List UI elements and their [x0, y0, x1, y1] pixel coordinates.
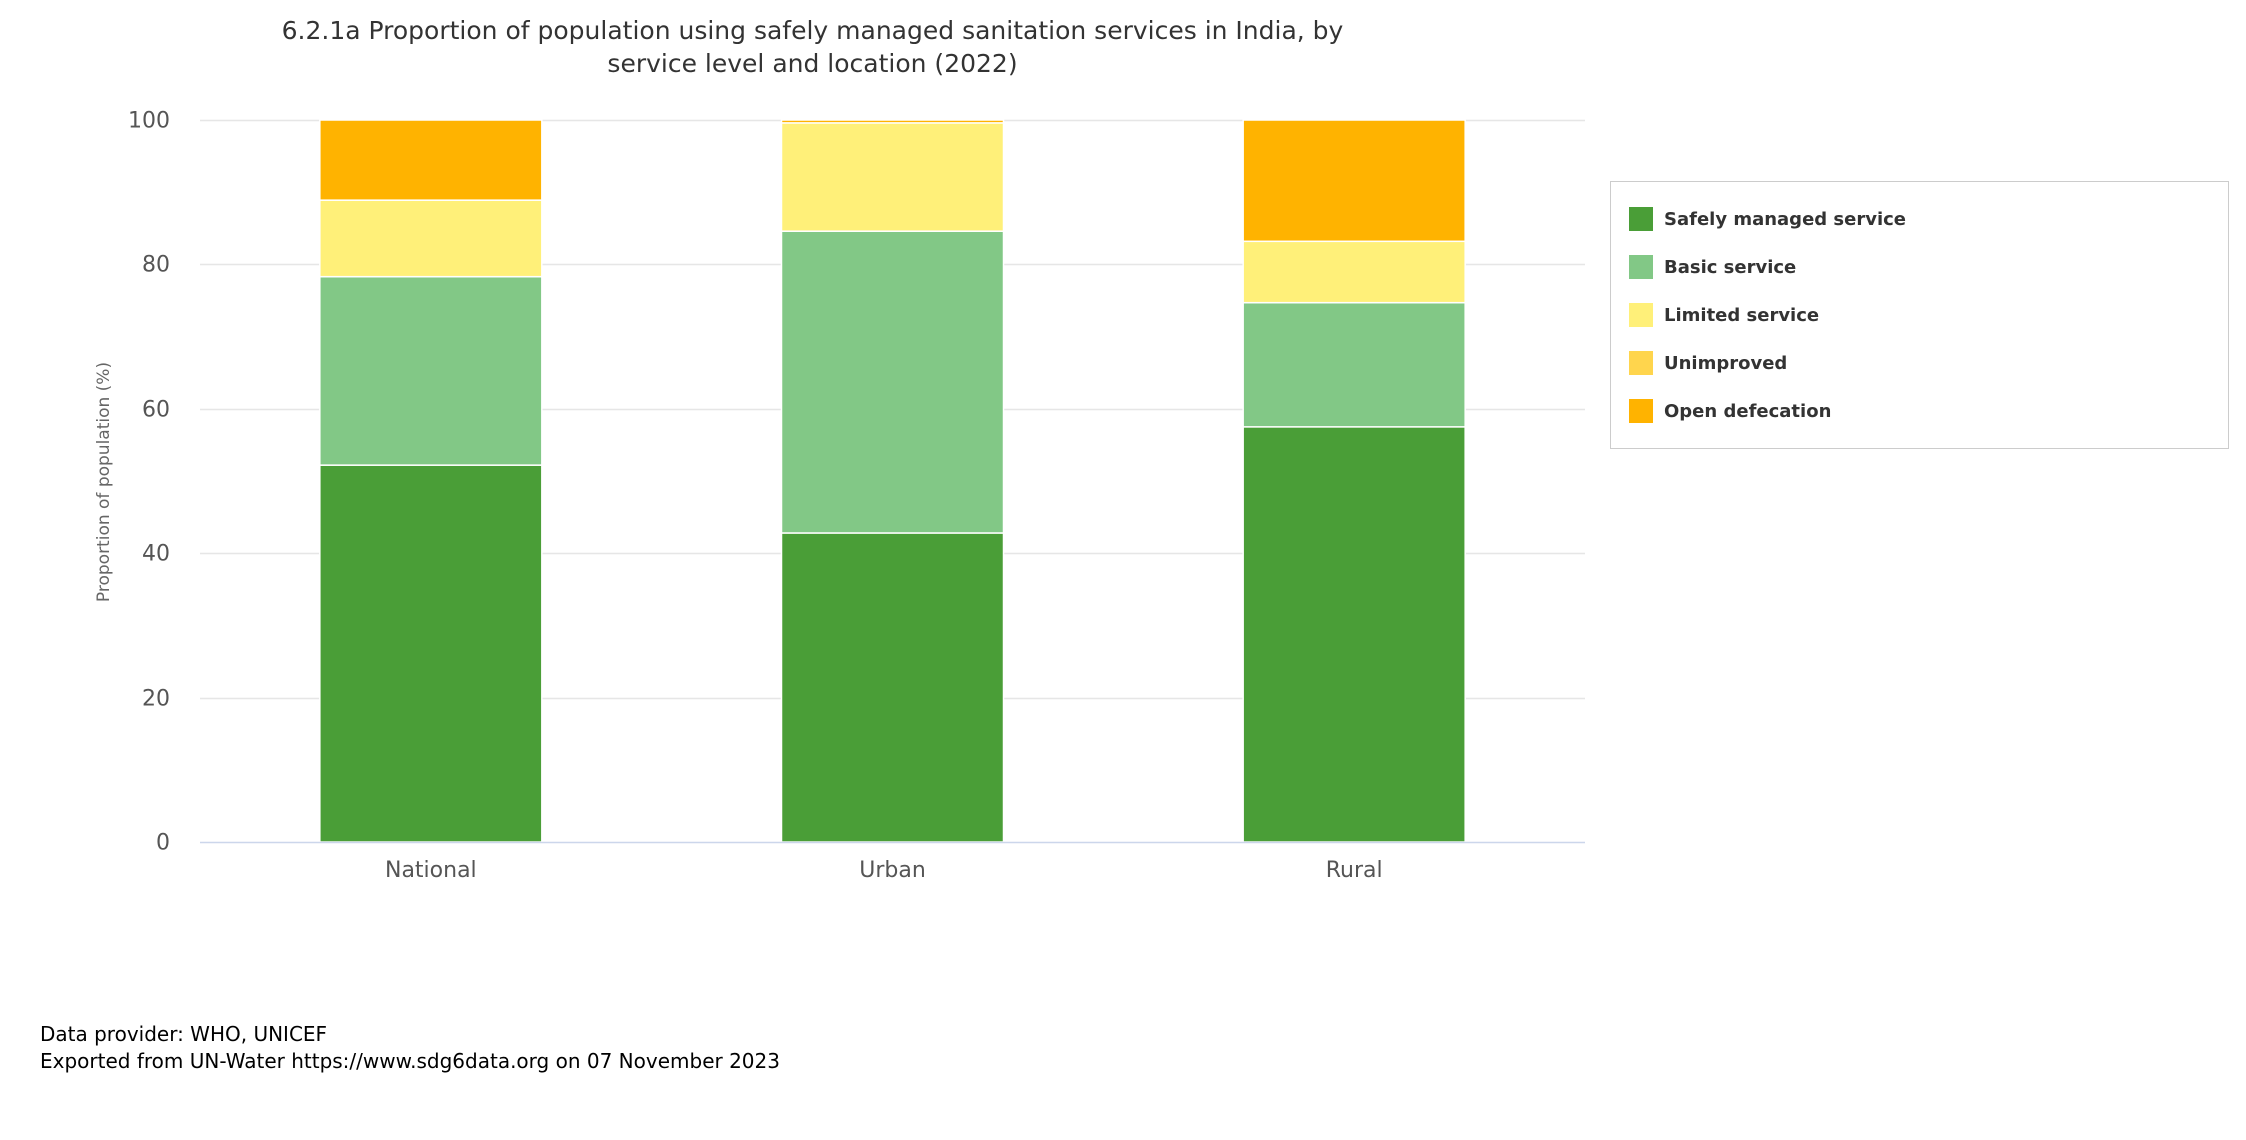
bar-segment[interactable]: [780, 122, 1005, 232]
y-tick-label: 80: [142, 253, 170, 278]
x-tick-label: Urban: [859, 858, 926, 883]
legend-item-safely-managed[interactable]: Safely managed service: [1629, 205, 1906, 233]
bar-segment[interactable]: [319, 199, 543, 278]
legend-label-basic: Basic service: [1664, 256, 1797, 278]
legend-item-basic[interactable]: Basic service: [1629, 253, 1796, 281]
bar-segment[interactable]: [1242, 240, 1466, 304]
footer-export: Exported from UN-Water https://www.sdg6d…: [40, 1049, 780, 1073]
legend-swatch-safely-managed: [1629, 207, 1653, 231]
chart-title-line-1: 6.2.1a Proportion of population using sa…: [281, 16, 1344, 45]
bar-segment[interactable]: [780, 230, 1005, 534]
footer-provider: Data provider: WHO, UNICEF: [40, 1022, 328, 1046]
bar-segment[interactable]: [780, 119, 1005, 124]
footer: Data provider: WHO, UNICEF Exported from…: [40, 1021, 780, 1075]
legend-swatch-limited: [1629, 303, 1653, 327]
legend-item-unimproved[interactable]: Unimproved: [1629, 349, 1787, 377]
bar-segment[interactable]: [319, 275, 543, 466]
chart-title: 6.2.1a Proportion of population using sa…: [0, 14, 1625, 80]
y-tick-label: 60: [142, 398, 170, 423]
legend-item-open-defecation[interactable]: Open defecation: [1629, 397, 1831, 425]
legend: Safely managed service Basic service Lim…: [1610, 181, 2229, 449]
chart-title-line-2: service level and location (2022): [607, 49, 1018, 78]
bars: [319, 119, 1466, 843]
legend-swatch-open-defecation: [1629, 399, 1653, 423]
y-axis-label: Proportion of population (%): [94, 362, 114, 602]
bar-segment[interactable]: [1242, 119, 1466, 243]
legend-label-open-defecation: Open defecation: [1664, 400, 1832, 422]
y-tick-label: 100: [128, 109, 170, 134]
y-tick-label: 20: [142, 687, 170, 712]
legend-label-safely-managed: Safely managed service: [1664, 208, 1907, 230]
bar-segment[interactable]: [319, 119, 543, 201]
legend-label-limited: Limited service: [1664, 304, 1820, 326]
legend-swatch-unimproved: [1629, 351, 1653, 375]
bar-segment[interactable]: [780, 532, 1005, 843]
axes: 0 20 40 60 80 100 National Urban Rural: [128, 109, 1585, 883]
y-tick-label: 40: [142, 542, 170, 567]
x-tick-label: National: [385, 858, 477, 883]
chart-plot: 0 20 40 60 80 100 National Urban Rural Proportio…: [94, 109, 1585, 883]
y-tick-label: 0: [156, 831, 170, 856]
legend-label-unimproved: Unimproved: [1664, 352, 1788, 374]
bar-segment[interactable]: [319, 464, 543, 843]
bar-segment[interactable]: [1242, 426, 1466, 843]
x-tick-label: Rural: [1326, 858, 1383, 883]
legend-item-limited[interactable]: Limited service: [1629, 301, 1819, 329]
bar-segment[interactable]: [1242, 301, 1466, 428]
legend-swatch-basic: [1629, 255, 1653, 279]
